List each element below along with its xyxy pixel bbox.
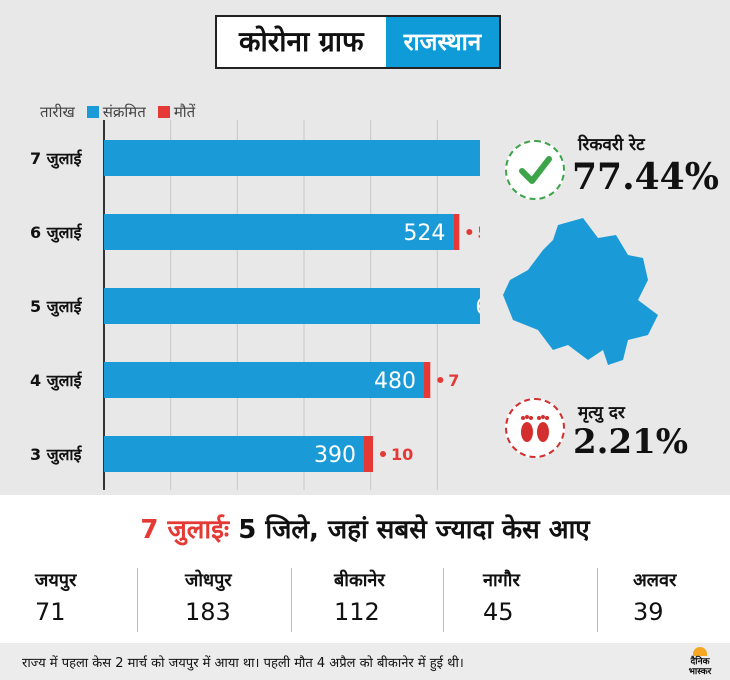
infected-value-label: 632 <box>475 295 480 320</box>
districts-title-date: 7 जुलाईः <box>140 515 230 545</box>
category-label: 5 जुलाई <box>30 297 83 317</box>
deaths-bar <box>424 362 431 398</box>
divider <box>291 568 292 632</box>
deaths-value-label: 10 <box>391 445 413 464</box>
death-rate-label: मृत्यु दर <box>578 403 625 423</box>
legend-date-label: तारीख <box>40 103 75 121</box>
recovery-label: रिकवरी रेट <box>578 135 645 155</box>
logo-line-2: भास्कर <box>688 667 712 677</box>
legend-infected-label: संक्रमित <box>102 103 146 121</box>
district-value: 183 <box>185 598 231 626</box>
deaths-dot <box>437 377 444 383</box>
category-label: 6 जुलाई <box>30 223 83 243</box>
legend-deaths-swatch <box>157 106 170 118</box>
infected-bar <box>104 436 364 472</box>
infected-value-label: 524 <box>403 221 445 246</box>
category-label: 3 जुलाई <box>30 445 83 465</box>
district-value: 71 <box>35 598 66 626</box>
title-box: कोरोना ग्राफ राजस्थान <box>215 15 502 69</box>
district-name: जोधपुर <box>185 570 232 591</box>
infected-bar <box>104 362 424 398</box>
legend: तारीख संक्रमित मौतें <box>40 102 195 122</box>
deaths-bar <box>453 214 460 250</box>
state-label: राजस्थान <box>385 17 500 67</box>
district-name: जयपुर <box>35 570 77 591</box>
district-name: बीकानेर <box>334 570 385 591</box>
divider <box>597 568 598 632</box>
page-title: कोरोना ग्राफ <box>239 25 364 58</box>
districts-title-text: 5 जिले, जहां सबसे ज्यादा केस आए <box>229 515 590 545</box>
footprints-icon <box>521 415 549 442</box>
footer-note: राज्य में पहला केस 2 मार्च को जयपुर में … <box>22 656 464 671</box>
recovery-value: 77.44% <box>572 156 719 198</box>
death-rate-value: 2.21% <box>573 422 689 462</box>
deaths-dot <box>380 451 386 457</box>
district-value: 45 <box>483 598 514 626</box>
deaths-value-label: 5 <box>477 223 480 242</box>
district-item: नागौर 45 <box>483 568 520 634</box>
divider <box>443 568 444 632</box>
infected-value-label: 390 <box>314 443 356 468</box>
checkmark-icon <box>519 156 552 184</box>
infected-value-label: 480 <box>374 369 416 394</box>
divider <box>137 568 138 632</box>
district-item: बीकानेर 112 <box>334 568 385 634</box>
category-label: 7 जुलाई <box>30 149 83 169</box>
district-item: जयपुर 71 <box>35 568 76 634</box>
deaths-bar <box>364 436 373 472</box>
death-icon-circle <box>505 398 565 458</box>
deaths-dot <box>466 229 473 235</box>
logo-line-1: दैनिक <box>690 657 710 667</box>
legend-deaths-label: मौतें <box>173 103 196 121</box>
recovery-icon-circle <box>505 140 565 200</box>
chart-panel: कोरोना ग्राफ राजस्थान तारीख संक्रमित मौत… <box>0 0 730 495</box>
district-name: अलवर <box>633 570 677 591</box>
district-item: जोधपुर 183 <box>185 568 232 634</box>
bar-chart: 7 जुलाई716116 जुलाई52455 जुलाई63294 जुला… <box>30 120 480 490</box>
deaths-value-label: 7 <box>448 371 459 390</box>
district-name: नागौर <box>483 570 520 591</box>
district-item: अलवर 39 <box>633 568 676 634</box>
infected-bar <box>104 214 454 250</box>
footer: राज्य में पहला केस 2 मार्च को जयपुर में … <box>0 643 730 680</box>
districts-row: जयपुर 71 जोधपुर 183 बीकानेर 112 नागौर 45… <box>0 568 730 638</box>
district-value: 39 <box>633 598 664 626</box>
rajasthan-map-icon <box>503 218 658 365</box>
category-label: 4 जुलाई <box>30 371 83 391</box>
district-value: 112 <box>334 598 380 626</box>
districts-title: 7 जुलाईः 5 जिले, जहां सबसे ज्यादा केस आए <box>0 510 730 546</box>
sun-icon <box>693 647 707 656</box>
publisher-logo: दैनिक भास्कर <box>676 645 724 677</box>
infected-bar <box>104 288 480 324</box>
infected-bar <box>104 140 480 176</box>
legend-infected-swatch <box>86 106 99 118</box>
